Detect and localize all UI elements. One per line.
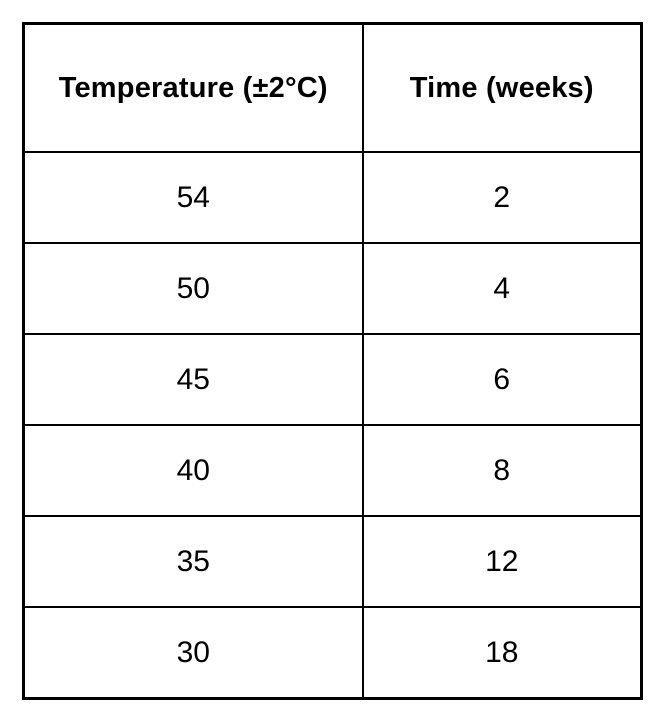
table-cell-temperature: 54	[22, 151, 364, 244]
table-cell-temperature: 35	[22, 515, 364, 608]
table-row: 30 18	[22, 606, 643, 700]
table-row: 40 8	[22, 424, 643, 517]
table-row: 35 12	[22, 515, 643, 608]
table-cell-time: 4	[361, 242, 643, 335]
column-header-temperature: Temperature (±2°C)	[22, 22, 364, 153]
table-cell-time: 18	[361, 606, 643, 700]
table-row: 54 2	[22, 151, 643, 244]
column-header-time: Time (weeks)	[361, 22, 643, 153]
table-cell-temperature: 50	[22, 242, 364, 335]
table-cell-time: 2	[361, 151, 643, 244]
table-container: Temperature (±2°C) Time (weeks) 54 2 50 …	[22, 22, 643, 700]
table-cell-time: 8	[361, 424, 643, 517]
table-cell-time: 6	[361, 333, 643, 426]
table-cell-temperature: 40	[22, 424, 364, 517]
table-row: 45 6	[22, 333, 643, 426]
table-cell-temperature: 30	[22, 606, 364, 700]
table-cell-temperature: 45	[22, 333, 364, 426]
table-row: 50 4	[22, 242, 643, 335]
table-cell-time: 12	[361, 515, 643, 608]
header-row: Temperature (±2°C) Time (weeks)	[22, 22, 643, 153]
temperature-time-table: Temperature (±2°C) Time (weeks) 54 2 50 …	[22, 22, 643, 700]
